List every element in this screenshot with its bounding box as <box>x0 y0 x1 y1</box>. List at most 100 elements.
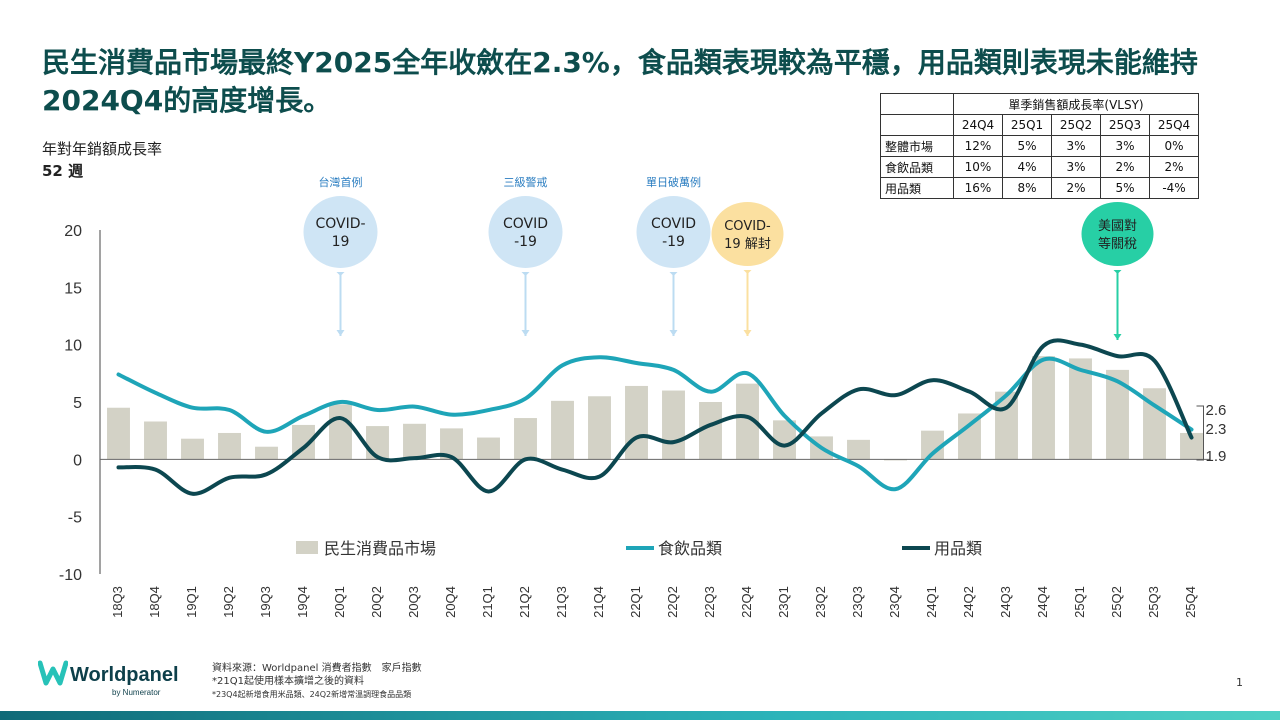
bar <box>588 396 611 460</box>
end-label-bracket <box>1196 405 1204 461</box>
annotation-arrowhead <box>336 330 345 336</box>
x-tick-label: 18Q4 <box>147 586 162 618</box>
brand-name: Worldpanel <box>70 664 179 686</box>
y-axis-title-line2: 52 週 <box>42 162 84 180</box>
source-note: 資料來源：Worldpanel 消費者指數 家戶指數 *21Q1起使用樣本擴增之… <box>212 662 422 701</box>
bar <box>1180 432 1203 460</box>
table-cell: 5% <box>1100 177 1150 199</box>
x-tick-label: 19Q4 <box>295 586 310 618</box>
table-cell: -4% <box>1149 177 1199 199</box>
bar <box>440 428 463 460</box>
table-row: 用品類 16% 8% 2% 5% -4% <box>880 177 1199 199</box>
x-tick-label: 22Q1 <box>628 586 643 618</box>
bar <box>1032 356 1055 460</box>
annotation-bubble-text: -19 <box>514 234 537 250</box>
x-tick-label: 25Q2 <box>1109 586 1124 618</box>
bar <box>773 420 796 460</box>
table-col-header: 25Q1 <box>1002 114 1052 136</box>
y-tick-label: -5 <box>68 510 82 527</box>
y-axis-title-line1: 年對年銷額成長率 <box>42 140 163 158</box>
annotation-bubble-text: 19 <box>332 234 350 250</box>
bar <box>1106 369 1129 460</box>
legend-label: 用品類 <box>934 539 982 558</box>
annotation-bubble-text: COVID <box>651 216 696 232</box>
bar <box>662 390 685 460</box>
x-tick-label: 23Q3 <box>850 586 865 618</box>
end-value-label: 2.3 <box>1206 421 1227 438</box>
annotation-bubble <box>711 202 784 266</box>
bar <box>1143 388 1166 460</box>
y-tick-label: -10 <box>59 567 82 584</box>
x-tick-label: 22Q3 <box>702 586 717 618</box>
bar <box>181 438 204 460</box>
worldpanel-logo-icon <box>38 660 68 686</box>
legend-swatch <box>296 541 318 554</box>
annotation-arrowhead <box>743 330 752 336</box>
x-tick-label: 19Q3 <box>258 586 273 618</box>
growth-table: 單季銷售額成長率(VLSY) 24Q4 25Q1 25Q2 25Q3 25Q4 … <box>880 93 1199 199</box>
annotation-bubble-text: COVID <box>503 216 548 232</box>
annotation-arrow-base <box>336 272 345 276</box>
y-tick-label: 0 <box>73 452 82 469</box>
x-tick-label: 21Q3 <box>554 586 569 618</box>
x-tick-label: 24Q4 <box>1035 586 1050 618</box>
y-tick-label: 15 <box>64 280 82 297</box>
annotation-bubble <box>1081 202 1154 266</box>
bar <box>1069 358 1092 460</box>
page-number: 1 <box>1236 676 1243 689</box>
bottom-accent-bar <box>0 711 1280 720</box>
bar <box>403 423 426 460</box>
annotation-arrowhead <box>669 330 678 336</box>
source-line: *23Q4起新增食用米品類、24Q2新增常溫調理食品品類 <box>212 690 412 699</box>
annotation-bubble <box>488 196 563 268</box>
x-tick-label: 24Q3 <box>998 586 1013 618</box>
table-column-row: 24Q4 25Q1 25Q2 25Q3 25Q4 <box>880 114 1199 136</box>
table-row-label: 用品類 <box>880 177 954 199</box>
table-row: 食飲品類 10% 4% 3% 2% 2% <box>880 156 1199 178</box>
annotation-arrowhead <box>1113 334 1122 340</box>
x-tick-label: 25Q1 <box>1072 586 1087 618</box>
x-tick-label: 21Q1 <box>480 586 495 618</box>
brand-subtitle: by Numerator <box>112 688 161 697</box>
food-series-line <box>116 355 1194 492</box>
table-cell: 2% <box>1051 177 1101 199</box>
x-tick-label: 23Q2 <box>813 586 828 618</box>
annotation-bubble <box>636 196 711 268</box>
x-tick-label: 20Q3 <box>406 586 421 618</box>
y-tick-label: 20 <box>64 223 82 240</box>
x-tick-label: 25Q3 <box>1146 586 1161 618</box>
y-axis-title: 年對年銷額成長率 52 週 <box>42 138 162 182</box>
annotation-arrowhead <box>521 330 530 336</box>
table-cell: 12% <box>953 135 1003 157</box>
bar <box>218 432 241 460</box>
page-title: 民生消費品市場最終Y2025全年收斂在2.3%，食品類表現較為平穩，用品類則表現… <box>42 46 1198 117</box>
x-tick-label: 24Q2 <box>961 586 976 618</box>
annotation-bubble-text: COVID- <box>724 219 771 234</box>
annotation-bubble-text: -19 <box>662 234 685 250</box>
x-tick-label: 23Q1 <box>776 586 791 618</box>
goods-series-line <box>116 338 1194 496</box>
x-tick-label: 24Q1 <box>924 586 939 618</box>
bar <box>329 404 352 460</box>
table-row-label: 整體市場 <box>880 135 954 157</box>
bar <box>514 418 537 460</box>
x-tick-label: 22Q4 <box>739 586 754 618</box>
bar <box>884 459 907 461</box>
source-line: *21Q1起使用樣本擴增之後的資料 <box>212 676 364 687</box>
legend-label: 民生消費品市場 <box>324 539 436 558</box>
bar <box>699 402 722 460</box>
x-tick-label: 20Q2 <box>369 586 384 618</box>
bar <box>255 446 278 460</box>
annotation-bubble-text: 19 解封 <box>724 237 771 252</box>
annotation-arrow-base <box>743 270 752 274</box>
end-value-label: 1.9 <box>1206 448 1227 465</box>
bar <box>958 413 981 460</box>
x-tick-label: 21Q2 <box>517 586 532 618</box>
bar <box>107 407 130 460</box>
annotation-arrow-base <box>1113 270 1122 274</box>
bar <box>144 421 167 460</box>
annotation-bubble-text: 美國對 <box>1098 219 1137 234</box>
bar <box>736 383 759 460</box>
x-tick-label: 19Q1 <box>184 586 199 618</box>
annotation-bubble <box>303 196 378 268</box>
